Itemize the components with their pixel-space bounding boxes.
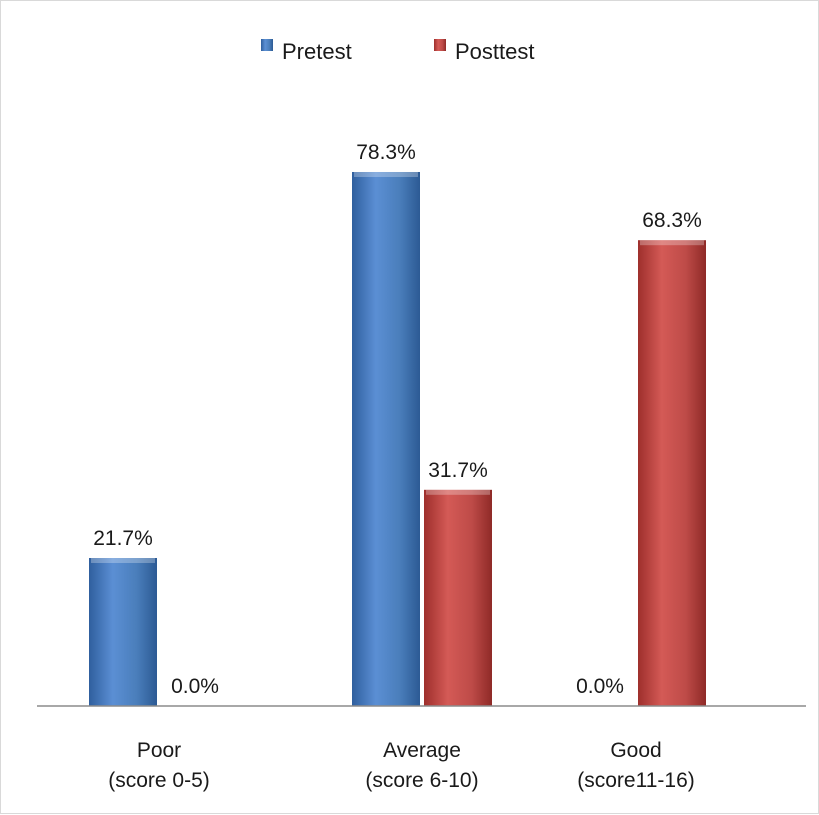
value-labels-group: 21.7% 78.3% 0.0% 0.0% 31.7% 68.3% (93, 141, 702, 698)
bar-posttest-2 (638, 240, 706, 706)
bar-bevel-pretest-1 (354, 171, 418, 177)
bar-posttest-1 (424, 489, 492, 706)
category-label-1: Average (score 6-10) (365, 739, 478, 792)
value-label-posttest-2: 68.3% (642, 209, 702, 232)
category-label-line: (score11-16) (577, 769, 695, 792)
category-label-line: Poor (137, 739, 181, 762)
value-label-posttest-0: 0.0% (171, 675, 219, 698)
bars-group (89, 171, 706, 706)
legend-swatch-pretest (261, 39, 273, 51)
bar-bevel-posttest-1 (426, 489, 490, 495)
category-label-line: (score 0-5) (108, 769, 210, 792)
value-label-pretest-1: 78.3% (356, 141, 416, 164)
category-label-0: Poor (score 0-5) (108, 739, 210, 792)
legend-label-posttest: Posttest (455, 39, 534, 64)
bar-pretest-1 (352, 171, 420, 706)
value-label-pretest-0: 21.7% (93, 527, 153, 550)
legend-label-pretest: Pretest (282, 39, 352, 64)
value-label-posttest-1: 31.7% (428, 459, 488, 482)
category-label-line: Average (383, 739, 461, 762)
category-label-line: Good (610, 739, 661, 762)
category-labels-group: Poor (score 0-5) Average (score 6-10) Good (s… (108, 739, 695, 792)
category-label-2: Good (score11-16) (577, 739, 695, 792)
bar-bevel-posttest-2 (640, 240, 704, 246)
value-label-pretest-2: 0.0% (576, 675, 624, 698)
category-label-line: (score 6-10) (365, 769, 478, 792)
bar-bevel-pretest-0 (91, 558, 155, 564)
bar-pretest-0 (89, 558, 157, 706)
legend: Pretest Posttest (261, 39, 534, 64)
legend-swatch-posttest (434, 39, 446, 51)
